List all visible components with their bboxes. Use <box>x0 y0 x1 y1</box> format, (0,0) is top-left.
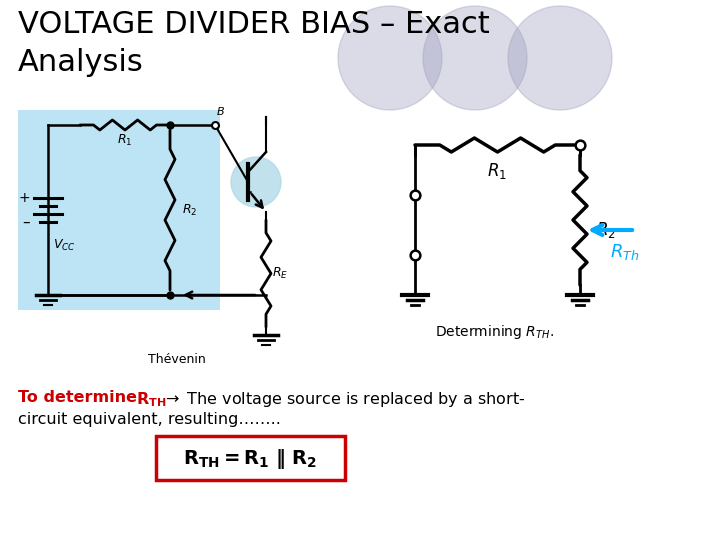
Text: –: – <box>22 214 30 230</box>
Circle shape <box>231 157 281 207</box>
Text: $R_2$: $R_2$ <box>182 202 197 218</box>
Text: $R_{Th}$: $R_{Th}$ <box>610 242 639 262</box>
Text: $\rightarrow$ The voltage source is replaced by a short-: $\rightarrow$ The voltage source is repl… <box>162 390 526 409</box>
Text: To determine: To determine <box>18 390 143 405</box>
Text: $R_1$: $R_1$ <box>117 133 132 148</box>
Circle shape <box>338 6 442 110</box>
Text: Thévenin: Thévenin <box>148 353 206 366</box>
FancyBboxPatch shape <box>156 436 345 480</box>
Text: Determining $R_{TH}$.: Determining $R_{TH}$. <box>435 323 554 341</box>
Text: +: + <box>19 191 30 205</box>
Text: $R_2$: $R_2$ <box>596 220 616 240</box>
Text: B: B <box>217 107 225 117</box>
Circle shape <box>423 6 527 110</box>
Text: $R_E$: $R_E$ <box>272 266 288 281</box>
Text: VOLTAGE DIVIDER BIAS – Exact: VOLTAGE DIVIDER BIAS – Exact <box>18 10 490 39</box>
Circle shape <box>508 6 612 110</box>
Text: $\mathbf{R_{TH} = R_1\ \|\ R_2}$: $\mathbf{R_{TH} = R_1\ \|\ R_2}$ <box>183 447 317 471</box>
Text: Analysis: Analysis <box>18 48 144 77</box>
Text: $V_{CC}$: $V_{CC}$ <box>53 238 76 253</box>
Text: $\mathbf{R_{TH}}$: $\mathbf{R_{TH}}$ <box>136 390 166 409</box>
FancyBboxPatch shape <box>18 110 220 310</box>
Text: $R_1$: $R_1$ <box>487 161 507 181</box>
Text: circuit equivalent, resulting……..: circuit equivalent, resulting…….. <box>18 412 281 427</box>
